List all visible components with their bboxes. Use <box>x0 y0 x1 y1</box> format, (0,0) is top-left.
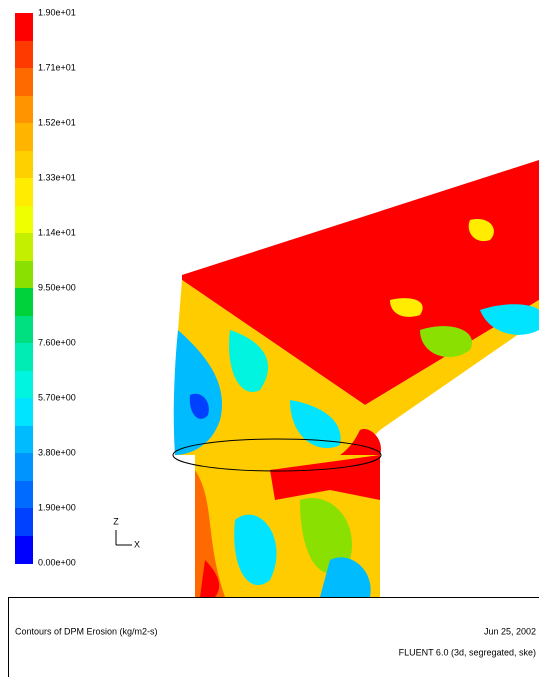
band <box>15 481 33 509</box>
band <box>15 96 33 124</box>
colorbar-label: 7.60e+00 <box>38 337 76 347</box>
band <box>15 151 33 179</box>
fluent-window: Z X Contours of DPM Erosion (kg/m2-s) Ju… <box>0 0 539 677</box>
band <box>15 261 33 289</box>
colorbar-label: 1.90e+01 <box>38 7 76 17</box>
band <box>15 343 33 371</box>
colorbar-label: 1.33e+01 <box>38 172 76 182</box>
colorbar-label: 3.80e+00 <box>38 447 76 457</box>
band <box>15 398 33 426</box>
colorbar-label: 9.50e+00 <box>38 282 76 292</box>
footer-solver: FLUENT 6.0 (3d, segregated, ske) <box>399 647 536 657</box>
band <box>15 178 33 206</box>
colorbar-label: 1.90e+00 <box>38 502 76 512</box>
footer-date: Jun 25, 2002 <box>484 626 536 636</box>
band <box>15 288 33 316</box>
band <box>15 453 33 481</box>
band <box>15 123 33 151</box>
band <box>15 41 33 69</box>
band <box>15 13 33 41</box>
band <box>15 316 33 344</box>
footer-title: Contours of DPM Erosion (kg/m2-s) <box>15 626 158 636</box>
z-label: Z <box>113 516 119 526</box>
band <box>15 536 33 564</box>
band <box>15 206 33 234</box>
x-label: X <box>134 539 140 549</box>
band <box>15 233 33 261</box>
colorbar-label: 5.70e+00 <box>38 392 76 402</box>
colorbar-label: 0.00e+00 <box>38 557 76 567</box>
band <box>15 371 33 399</box>
colorbar-label: 1.71e+01 <box>38 62 76 72</box>
band <box>15 68 33 96</box>
colorbar-label: 1.52e+01 <box>38 117 76 127</box>
footer-box <box>9 598 539 677</box>
band <box>15 508 33 536</box>
colorbar <box>15 13 33 564</box>
band <box>15 426 33 454</box>
colorbar-label: 1.14e+01 <box>38 227 76 237</box>
